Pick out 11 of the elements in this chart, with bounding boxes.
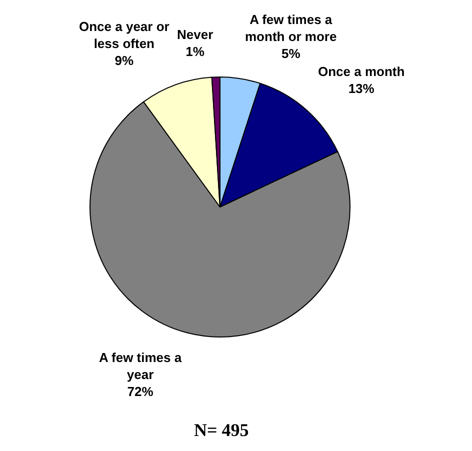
slice-label: A few times a year <box>99 350 182 382</box>
data-label: 1% <box>186 44 205 59</box>
data-label: 5% <box>281 46 301 61</box>
data-label: 13% <box>348 80 375 96</box>
slice-label: Once a month <box>318 64 405 79</box>
text: N= 495 <box>194 420 249 440</box>
data-label: 9% <box>114 52 134 68</box>
data-label: 72% <box>127 384 154 399</box>
slice-label: Never <box>177 27 214 42</box>
slice-label: A few times a month or more <box>245 12 337 44</box>
slice-label: Once a year or less often <box>79 19 170 51</box>
